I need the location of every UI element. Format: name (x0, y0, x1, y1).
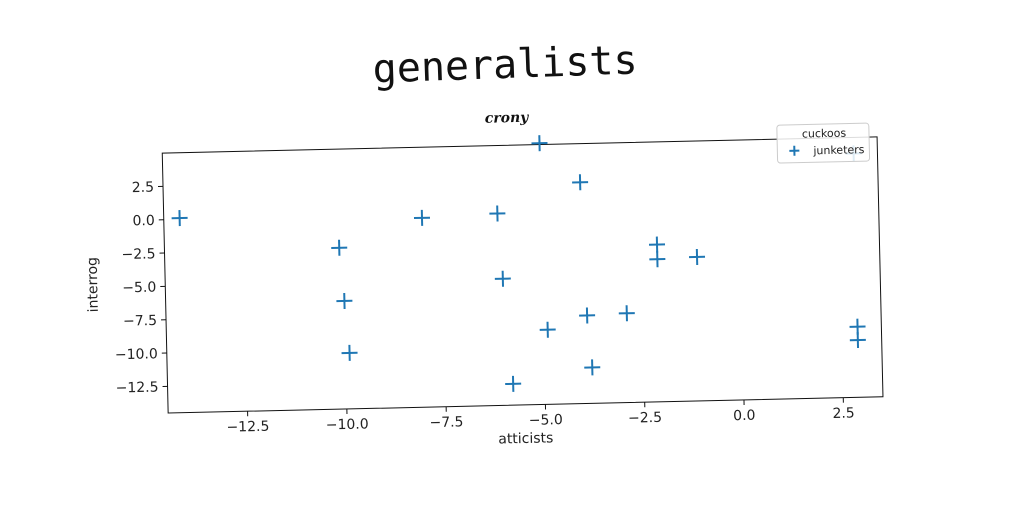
x-tick-label: −12.5 (226, 419, 269, 436)
legend-frame (776, 122, 871, 164)
y-tick-label: −10.0 (115, 346, 158, 363)
data-point (494, 270, 511, 287)
x-tick-label: −2.5 (628, 410, 662, 427)
x-tick-label: −7.5 (429, 414, 463, 431)
y-tick-label: 2.5 (132, 180, 155, 197)
y-tick-label: −12.5 (115, 380, 158, 397)
data-point (531, 135, 548, 152)
x-tick-label: −5.0 (529, 412, 563, 429)
plot-area (161, 136, 884, 414)
x-tick-label: −10.0 (326, 416, 369, 433)
x-axis-label: atticists (498, 430, 553, 447)
y-tick-label: −2.5 (121, 246, 155, 263)
chart-title: crony (485, 110, 530, 127)
data-point (648, 236, 666, 253)
data-point (336, 292, 353, 310)
x-tick-label: 2.5 (832, 405, 855, 422)
scatter-chart: crony −12.5 −10.0 −7.5 −5.0 −2.5 0.0 2.5 2.5 0.… (85, 110, 884, 448)
x-tick-label: 0.0 (733, 408, 756, 425)
figure-suptitle: generalists (372, 37, 638, 92)
x-axis: −12.5 −10.0 −7.5 −5.0 −2.5 0.0 2.5 (226, 397, 855, 436)
legend: cuckoos junketers (776, 122, 871, 164)
y-tick-label: −5.0 (122, 280, 156, 297)
data-point (618, 305, 635, 322)
data-point (689, 248, 706, 266)
data-point (584, 359, 601, 376)
data-point (413, 209, 431, 226)
data-point (489, 205, 506, 222)
data-point (331, 239, 348, 256)
y-tick-label: 0.0 (132, 213, 155, 230)
data-point (539, 321, 556, 338)
legend-plus-mark (789, 145, 800, 156)
legend-entry-label: junketers (812, 143, 865, 157)
data-point (849, 331, 866, 349)
data-point (341, 344, 358, 361)
data-point (579, 307, 596, 324)
y-axis-label: interrog (85, 257, 102, 313)
data-point (505, 375, 522, 392)
data-point (572, 174, 589, 191)
data-point (171, 210, 188, 227)
legend-marker-plus-icon (789, 145, 800, 156)
legend-title: cuckoos (802, 127, 847, 141)
y-axis: 2.5 0.0 −2.5 −5.0 −7.5 −10.0 −12.5 (115, 180, 168, 397)
y-tick-label: −7.5 (123, 313, 157, 330)
data-point (649, 251, 666, 268)
series-junketers (171, 135, 866, 392)
